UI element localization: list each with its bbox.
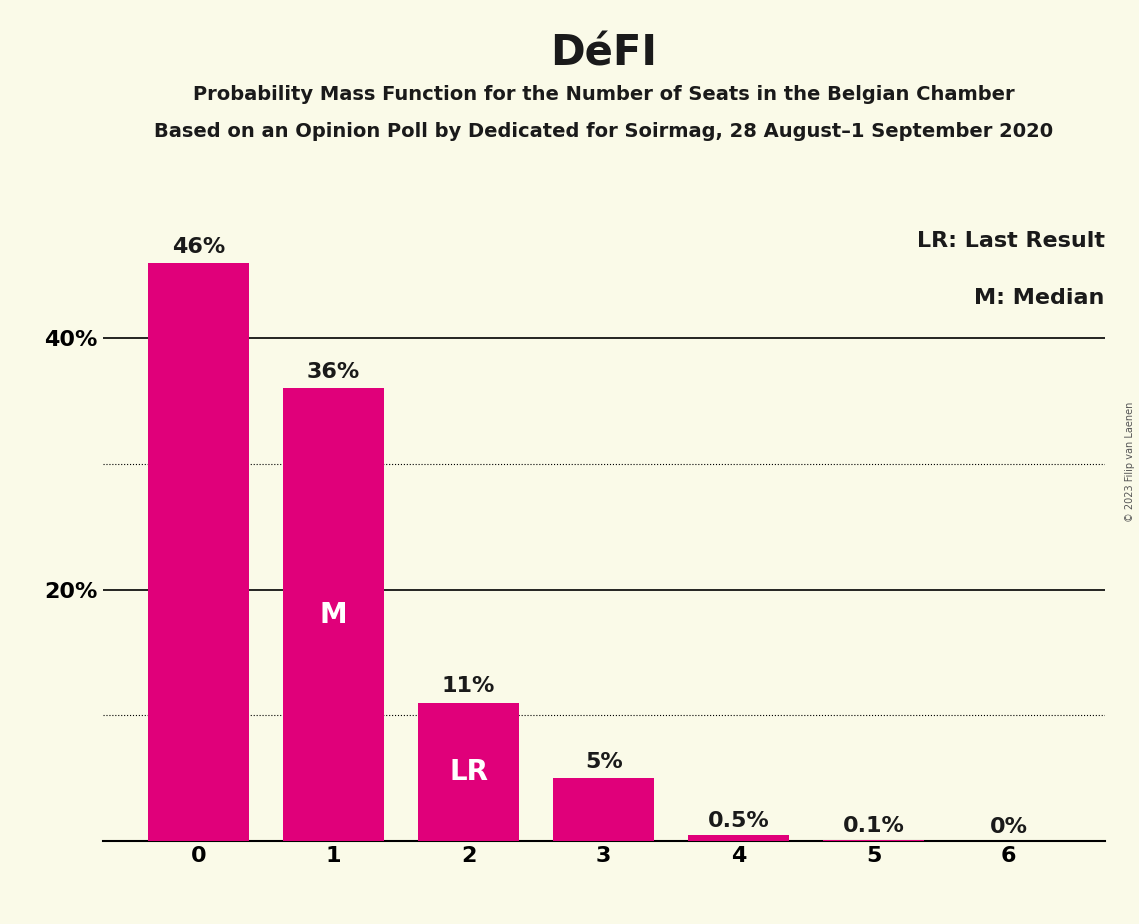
- Text: 46%: 46%: [172, 237, 226, 257]
- Text: 5%: 5%: [584, 752, 623, 772]
- Text: M: M: [320, 601, 347, 628]
- Text: DéFI: DéFI: [550, 32, 657, 74]
- Text: © 2023 Filip van Laenen: © 2023 Filip van Laenen: [1125, 402, 1134, 522]
- Text: 0.1%: 0.1%: [843, 816, 904, 836]
- Text: LR: Last Result: LR: Last Result: [917, 231, 1105, 251]
- Text: 11%: 11%: [442, 676, 495, 697]
- Bar: [418, 702, 519, 841]
- Bar: [688, 834, 789, 841]
- Text: M: Median: M: Median: [975, 288, 1105, 308]
- Text: LR: LR: [449, 758, 489, 785]
- Bar: [823, 840, 924, 841]
- Text: 0%: 0%: [990, 817, 1027, 837]
- Text: Probability Mass Function for the Number of Seats in the Belgian Chamber: Probability Mass Function for the Number…: [192, 85, 1015, 104]
- Bar: [284, 388, 384, 841]
- Bar: [148, 262, 249, 841]
- Text: 36%: 36%: [308, 362, 360, 383]
- Text: Based on an Opinion Poll by Dedicated for Soirmag, 28 August–1 September 2020: Based on an Opinion Poll by Dedicated fo…: [154, 122, 1054, 141]
- Bar: [554, 778, 654, 841]
- Text: 0.5%: 0.5%: [707, 810, 770, 831]
